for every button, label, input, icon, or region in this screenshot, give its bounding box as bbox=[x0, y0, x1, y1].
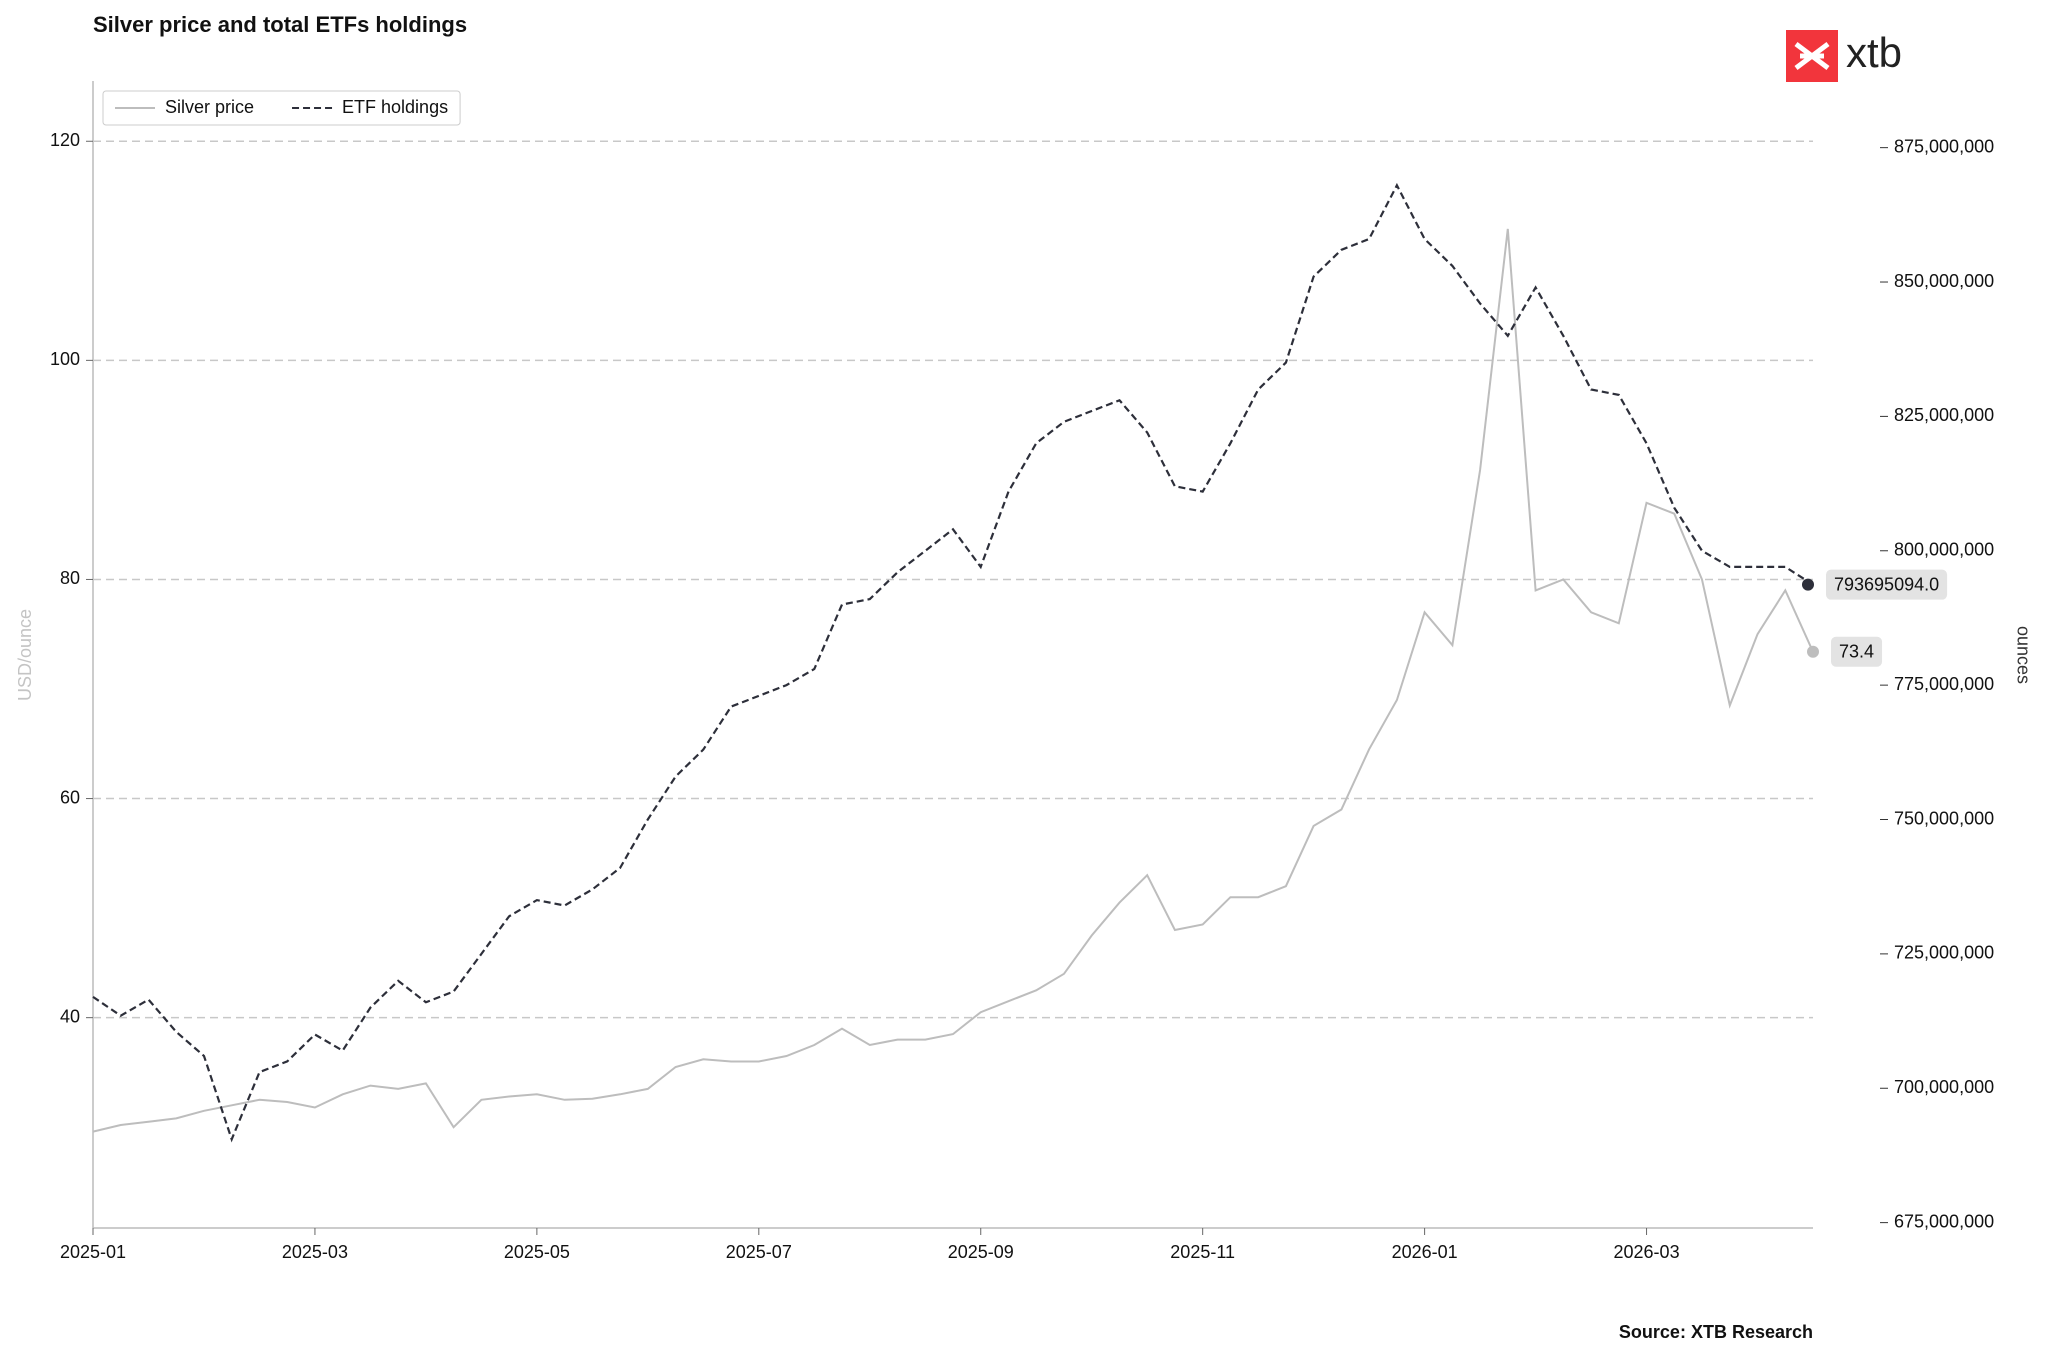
logo-mark bbox=[1794, 42, 1830, 70]
end-label: 73.4 bbox=[1839, 642, 1874, 662]
x-tick-label: 2026-03 bbox=[1614, 1242, 1680, 1262]
y2-tick-label: 800,000,000 bbox=[1894, 540, 1994, 560]
end-label-box bbox=[1831, 636, 1883, 667]
series-line bbox=[92, 182, 1814, 1143]
end-marker bbox=[1802, 578, 1814, 591]
source: Source: XTB Research bbox=[1619, 1322, 1813, 1342]
y2-tick-label: 825,000,000 bbox=[1894, 405, 1994, 425]
y-tick-label: 40 bbox=[60, 1006, 80, 1026]
legend-label: ETF holdings bbox=[342, 97, 448, 117]
y2-axis-label: ounces bbox=[2013, 626, 2033, 684]
x-tick-label: 2025-09 bbox=[948, 1242, 1014, 1262]
y2-tick-label: 850,000,000 bbox=[1894, 271, 1994, 291]
legend-box bbox=[102, 90, 461, 126]
logo-text: xtb bbox=[1846, 29, 1902, 76]
y2-tick-label: 750,000,000 bbox=[1894, 808, 1994, 828]
y-axis-label: USD/ounce bbox=[15, 609, 35, 701]
x-tick-label: 2026-01 bbox=[1392, 1242, 1458, 1262]
y-tick-label: 100 bbox=[50, 349, 80, 369]
x-tick-label: 2025-11 bbox=[1170, 1242, 1235, 1262]
x-tick-label: 2025-03 bbox=[282, 1242, 348, 1262]
series-line bbox=[92, 228, 1814, 1133]
end-label: 793695094.0 bbox=[1834, 574, 1939, 594]
y-tick-label: 120 bbox=[50, 130, 80, 150]
y2-tick-label: 700,000,000 bbox=[1894, 1077, 1994, 1097]
end-marker bbox=[1807, 645, 1819, 658]
x-tick-label: 2025-07 bbox=[726, 1242, 792, 1262]
y-tick-label: 60 bbox=[60, 787, 80, 807]
chart-title: Silver price and total ETFs holdings bbox=[93, 12, 467, 37]
y2-tick-label: 675,000,000 bbox=[1894, 1211, 1994, 1231]
end-label-box bbox=[1826, 569, 1948, 600]
y2-tick-label: 875,000,000 bbox=[1894, 136, 1994, 156]
y2-tick-label: 725,000,000 bbox=[1894, 943, 1994, 963]
legend-label: Silver price bbox=[165, 97, 254, 117]
x-tick-label: 2025-01 bbox=[60, 1242, 126, 1262]
y-tick-label: 80 bbox=[60, 568, 80, 588]
y2-tick-label: 775,000,000 bbox=[1894, 674, 1994, 694]
x-tick-label: 2025-05 bbox=[504, 1242, 570, 1262]
